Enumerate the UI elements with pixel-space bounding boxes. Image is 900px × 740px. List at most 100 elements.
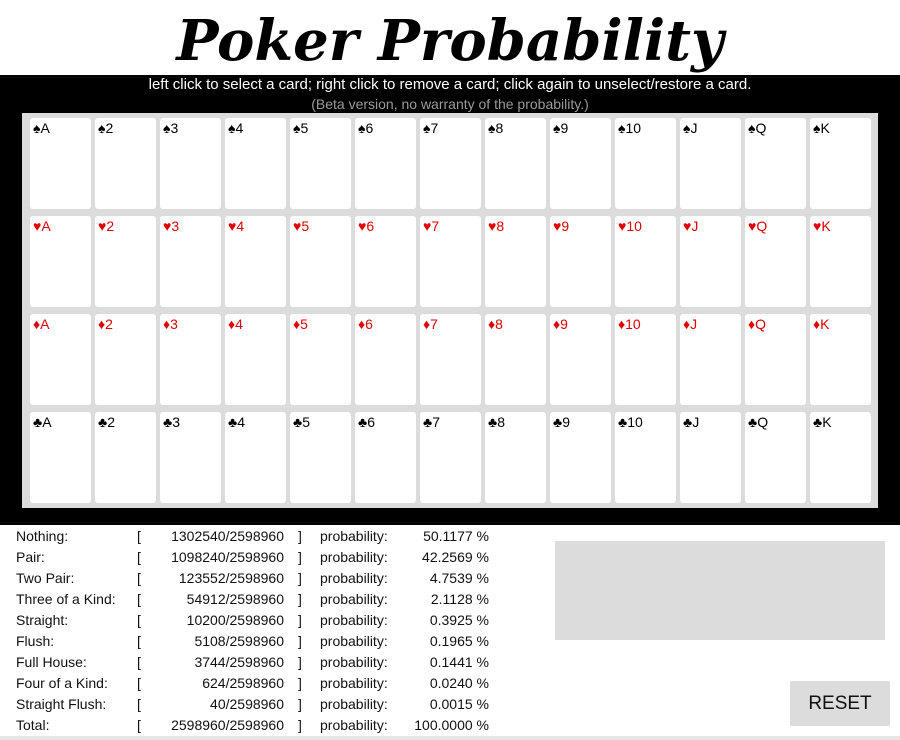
stat-row: Four of a Kind: [624/2598960] probability:… xyxy=(0,673,520,694)
card-spades-2[interactable]: ♠2 xyxy=(95,118,156,209)
card-spades-k[interactable]: ♠K xyxy=(810,118,871,209)
bottom-divider xyxy=(0,736,900,740)
card-hearts-4[interactable]: ♥4 xyxy=(225,216,286,307)
close-bracket: ] xyxy=(298,717,302,733)
stat-row: Pair: [1098240/2598960] probability: 42.256… xyxy=(0,547,520,568)
card-diamonds-9[interactable]: ♦9 xyxy=(550,314,611,405)
card-spades-8[interactable]: ♠8 xyxy=(485,118,546,209)
open-bracket: [ xyxy=(137,696,141,712)
card-diamonds-10[interactable]: ♦10 xyxy=(615,314,676,405)
card-hearts-3[interactable]: ♥3 xyxy=(160,216,221,307)
hand-name: Three of a Kind: xyxy=(16,591,116,607)
card-label: ♦7 xyxy=(423,316,438,332)
card-clubs-6[interactable]: ♣6 xyxy=(355,412,416,503)
probability-value: 50.1177 % xyxy=(423,528,489,544)
card-diamonds-a[interactable]: ♦A xyxy=(30,314,91,405)
card-diamonds-5[interactable]: ♦5 xyxy=(290,314,351,405)
card-diamonds-q[interactable]: ♦Q xyxy=(745,314,806,405)
card-label: ♦8 xyxy=(488,316,503,332)
hand-count: 3744/2598960 xyxy=(194,654,284,670)
card-clubs-9[interactable]: ♣9 xyxy=(550,412,611,503)
card-label: ♣7 xyxy=(423,414,440,430)
card-clubs-2[interactable]: ♣2 xyxy=(95,412,156,503)
close-bracket: ] xyxy=(298,696,302,712)
card-diamonds-k[interactable]: ♦K xyxy=(810,314,871,405)
hand-count: 5108/2598960 xyxy=(194,633,284,649)
open-bracket: [ xyxy=(137,591,141,607)
card-diamonds-7[interactable]: ♦7 xyxy=(420,314,481,405)
card-diamonds-8[interactable]: ♦8 xyxy=(485,314,546,405)
card-label: ♥K xyxy=(813,218,831,234)
card-clubs-5[interactable]: ♣5 xyxy=(290,412,351,503)
card-hearts-8[interactable]: ♥8 xyxy=(485,216,546,307)
card-label: ♠Q xyxy=(748,120,767,136)
hand-name: Full House: xyxy=(16,654,87,670)
card-label: ♣2 xyxy=(98,414,115,430)
open-bracket: [ xyxy=(137,612,141,628)
card-hearts-6[interactable]: ♥6 xyxy=(355,216,416,307)
card-hearts-q[interactable]: ♥Q xyxy=(745,216,806,307)
card-spades-3[interactable]: ♠3 xyxy=(160,118,221,209)
card-spades-5[interactable]: ♠5 xyxy=(290,118,351,209)
card-clubs-7[interactable]: ♣7 xyxy=(420,412,481,503)
card-diamonds-3[interactable]: ♦3 xyxy=(160,314,221,405)
card-clubs-8[interactable]: ♣8 xyxy=(485,412,546,503)
card-diamonds-2[interactable]: ♦2 xyxy=(95,314,156,405)
probability-value: 42.2569 % xyxy=(422,549,489,565)
card-clubs-j[interactable]: ♣J xyxy=(680,412,741,503)
probability-label: probability: xyxy=(320,633,388,649)
card-hearts-2[interactable]: ♥2 xyxy=(95,216,156,307)
card-hearts-k[interactable]: ♥K xyxy=(810,216,871,307)
card-clubs-k[interactable]: ♣K xyxy=(810,412,871,503)
reset-button[interactable]: RESET xyxy=(790,681,890,726)
card-spades-7[interactable]: ♠7 xyxy=(420,118,481,209)
probability-label: probability: xyxy=(320,654,388,670)
card-clubs-4[interactable]: ♣4 xyxy=(225,412,286,503)
card-label: ♥A xyxy=(33,218,51,234)
card-label: ♦4 xyxy=(228,316,243,332)
card-label: ♠7 xyxy=(423,120,439,136)
card-spades-4[interactable]: ♠4 xyxy=(225,118,286,209)
card-hearts-10[interactable]: ♥10 xyxy=(615,216,676,307)
close-bracket: ] xyxy=(298,549,302,565)
card-spades-10[interactable]: ♠10 xyxy=(615,118,676,209)
probability-label: probability: xyxy=(320,591,388,607)
probability-value: 100.0000 % xyxy=(414,717,489,733)
card-label: ♦Q xyxy=(748,316,767,332)
card-clubs-q[interactable]: ♣Q xyxy=(745,412,806,503)
card-hearts-j[interactable]: ♥J xyxy=(680,216,741,307)
card-clubs-a[interactable]: ♣A xyxy=(30,412,91,503)
card-spades-a[interactable]: ♠A xyxy=(30,118,91,209)
stat-row: Three of a Kind: [54912/2598960] probabili… xyxy=(0,589,520,610)
card-diamonds-6[interactable]: ♦6 xyxy=(355,314,416,405)
probability-label: probability: xyxy=(320,549,388,565)
card-label: ♥4 xyxy=(228,218,245,234)
card-diamonds-4[interactable]: ♦4 xyxy=(225,314,286,405)
probability-value: 4.7539 % xyxy=(429,570,489,586)
hand-name: Two Pair: xyxy=(16,570,75,586)
open-bracket: [ xyxy=(137,717,141,733)
card-hearts-7[interactable]: ♥7 xyxy=(420,216,481,307)
hand-count: 40/2598960 xyxy=(210,696,284,712)
card-hearts-5[interactable]: ♥5 xyxy=(290,216,351,307)
card-spades-q[interactable]: ♠Q xyxy=(745,118,806,209)
card-label: ♣Q xyxy=(748,414,769,430)
card-spades-j[interactable]: ♠J xyxy=(680,118,741,209)
card-spades-9[interactable]: ♠9 xyxy=(550,118,611,209)
card-label: ♠K xyxy=(813,120,830,136)
card-label: ♥10 xyxy=(618,218,642,234)
card-hearts-9[interactable]: ♥9 xyxy=(550,216,611,307)
card-clubs-10[interactable]: ♣10 xyxy=(615,412,676,503)
card-label: ♠4 xyxy=(228,120,244,136)
card-label: ♥3 xyxy=(163,218,180,234)
stat-row: Flush: [5108/2598960] probability: 0.1965 % xyxy=(0,631,520,652)
card-label: ♦5 xyxy=(293,316,308,332)
card-spades-6[interactable]: ♠6 xyxy=(355,118,416,209)
card-label: ♣A xyxy=(33,414,52,430)
card-diamonds-j[interactable]: ♦J xyxy=(680,314,741,405)
card-clubs-3[interactable]: ♣3 xyxy=(160,412,221,503)
probability-label: probability: xyxy=(320,528,388,544)
close-bracket: ] xyxy=(298,675,302,691)
beta-note: (Beta version, no warranty of the probab… xyxy=(311,96,589,112)
card-hearts-a[interactable]: ♥A xyxy=(30,216,91,307)
